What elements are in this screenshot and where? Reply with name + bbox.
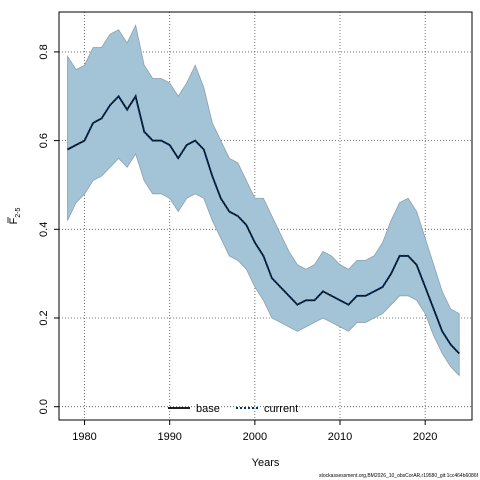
legend-label-current: current <box>264 403 298 415</box>
y-tick-label: 0.0 <box>38 399 50 414</box>
y-tick-label: 0.8 <box>38 44 50 59</box>
y-tick-label: 0.6 <box>38 133 50 148</box>
plot-frame <box>58 11 473 421</box>
x-tick-label: 1980 <box>72 431 96 443</box>
y-tick-label: 0.4 <box>38 222 50 237</box>
y-axis-title: F2-5 <box>7 207 22 224</box>
x-axis-title: Years <box>252 457 280 469</box>
x-tick-label: 2000 <box>243 431 267 443</box>
confidence-band-area <box>67 24 460 377</box>
confidence-band <box>67 24 460 377</box>
y-axis-title-main: F <box>8 217 20 224</box>
x-tick-label: 2010 <box>328 431 352 443</box>
footnote: stockassessment.org,BM2026_10_obsCorAR,r… <box>319 473 479 479</box>
y-tick-label: 0.2 <box>38 310 50 325</box>
svg-text:F2-5: F2-5 <box>8 207 22 224</box>
x-tick-label: 2020 <box>413 431 437 443</box>
series-lines <box>67 93 460 355</box>
series-line-current <box>67 93 460 355</box>
legend-label-base: base <box>196 403 220 415</box>
x-tick-label: 1990 <box>157 431 181 443</box>
y-axis-title-sub: 2-5 <box>15 207 22 217</box>
legend: base current <box>168 403 298 415</box>
x-axis: 1980 1990 2000 2010 2020 <box>72 420 437 443</box>
y-axis: 0.0 0.2 0.4 0.6 0.8 <box>38 44 59 414</box>
